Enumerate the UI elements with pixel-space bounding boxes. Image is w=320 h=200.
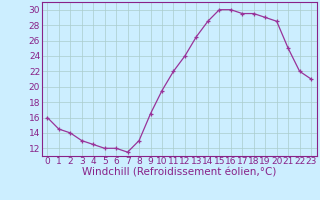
X-axis label: Windchill (Refroidissement éolien,°C): Windchill (Refroidissement éolien,°C): [82, 168, 276, 178]
